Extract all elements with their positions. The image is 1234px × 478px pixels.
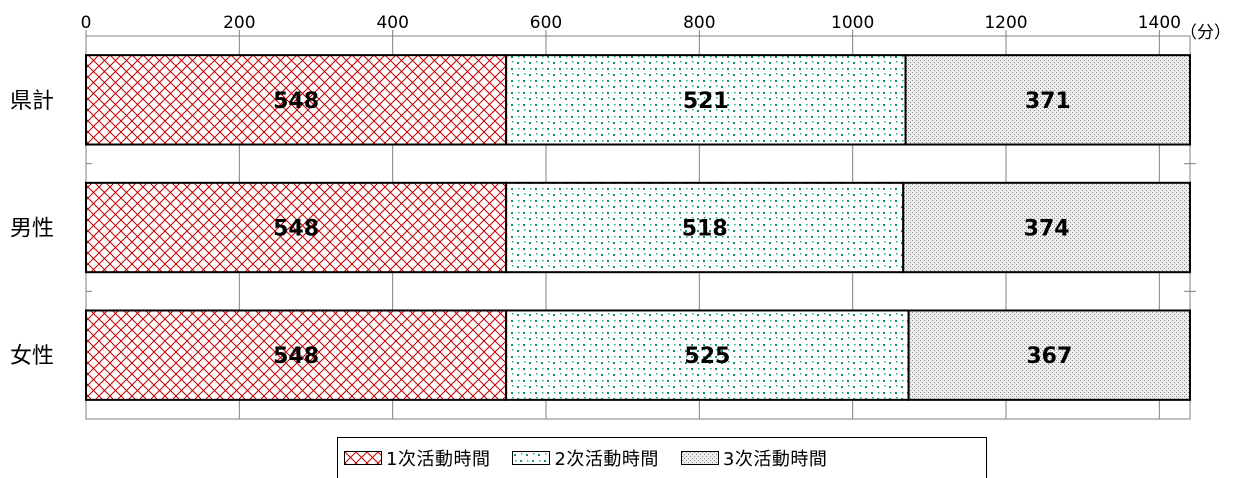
legend-swatch [344,451,382,465]
bar-segment [85,309,508,401]
bar-value-label: 521 [683,89,729,114]
x-tick-label: 600 [530,13,562,33]
x-tick-label: 1200 [984,13,1027,33]
bar-value-label: 374 [1024,217,1070,242]
x-axis-tick-labels: 0 200 400 600 800 1000 1200 1400 [81,13,1181,36]
category-label: 男性 [10,217,54,242]
bar-segment [85,181,508,274]
legend-item: 1次活動時間 [344,445,490,471]
legend-swatch [680,451,719,465]
x-tick-label: 200 [223,13,255,33]
bar-value-label: 548 [273,217,319,242]
x-tick-label: 400 [376,13,408,33]
category-label: 女性 [10,344,54,369]
bar-segment [505,309,910,401]
legend-label: 2次活動時間 [554,449,659,470]
category-label: 県計 [10,89,54,114]
bars: 548 521 371 548 518 374 548 525 367 [85,54,1192,401]
stacked-bar-chart: 0 200 400 600 800 1000 1200 1400 （分） 548 521 3715… [10,13,1231,420]
bar-segment [907,309,1192,401]
legend-swatch [512,451,551,465]
bar-value-label: 367 [1026,344,1072,369]
bar-segment [505,181,905,274]
bar-value-label: 548 [273,344,319,369]
bar-value-label: 518 [682,217,728,242]
bar-segment [85,54,508,146]
legend: 1次活動時間 2次活動時間 3次活動時間 [337,437,987,478]
legend-item: 2次活動時間 [512,445,658,471]
x-tick-label: 800 [683,13,715,33]
bar-segment [505,54,907,146]
bar-value-label: 371 [1025,89,1071,114]
bar-segment [902,181,1191,274]
legend-label: 1次活動時間 [386,449,491,470]
bar-value-label: 548 [273,89,319,114]
x-axis-unit-label: （分） [1180,23,1231,43]
x-tick-label: 1400 [1138,13,1181,33]
legend-item: 3次活動時間 [680,445,828,471]
x-tick-label: 1000 [831,13,874,33]
x-tick-label: 0 [81,13,92,33]
bar-segment [904,54,1191,146]
legend-label: 3次活動時間 [722,449,828,470]
bar-value-label: 525 [684,344,730,369]
